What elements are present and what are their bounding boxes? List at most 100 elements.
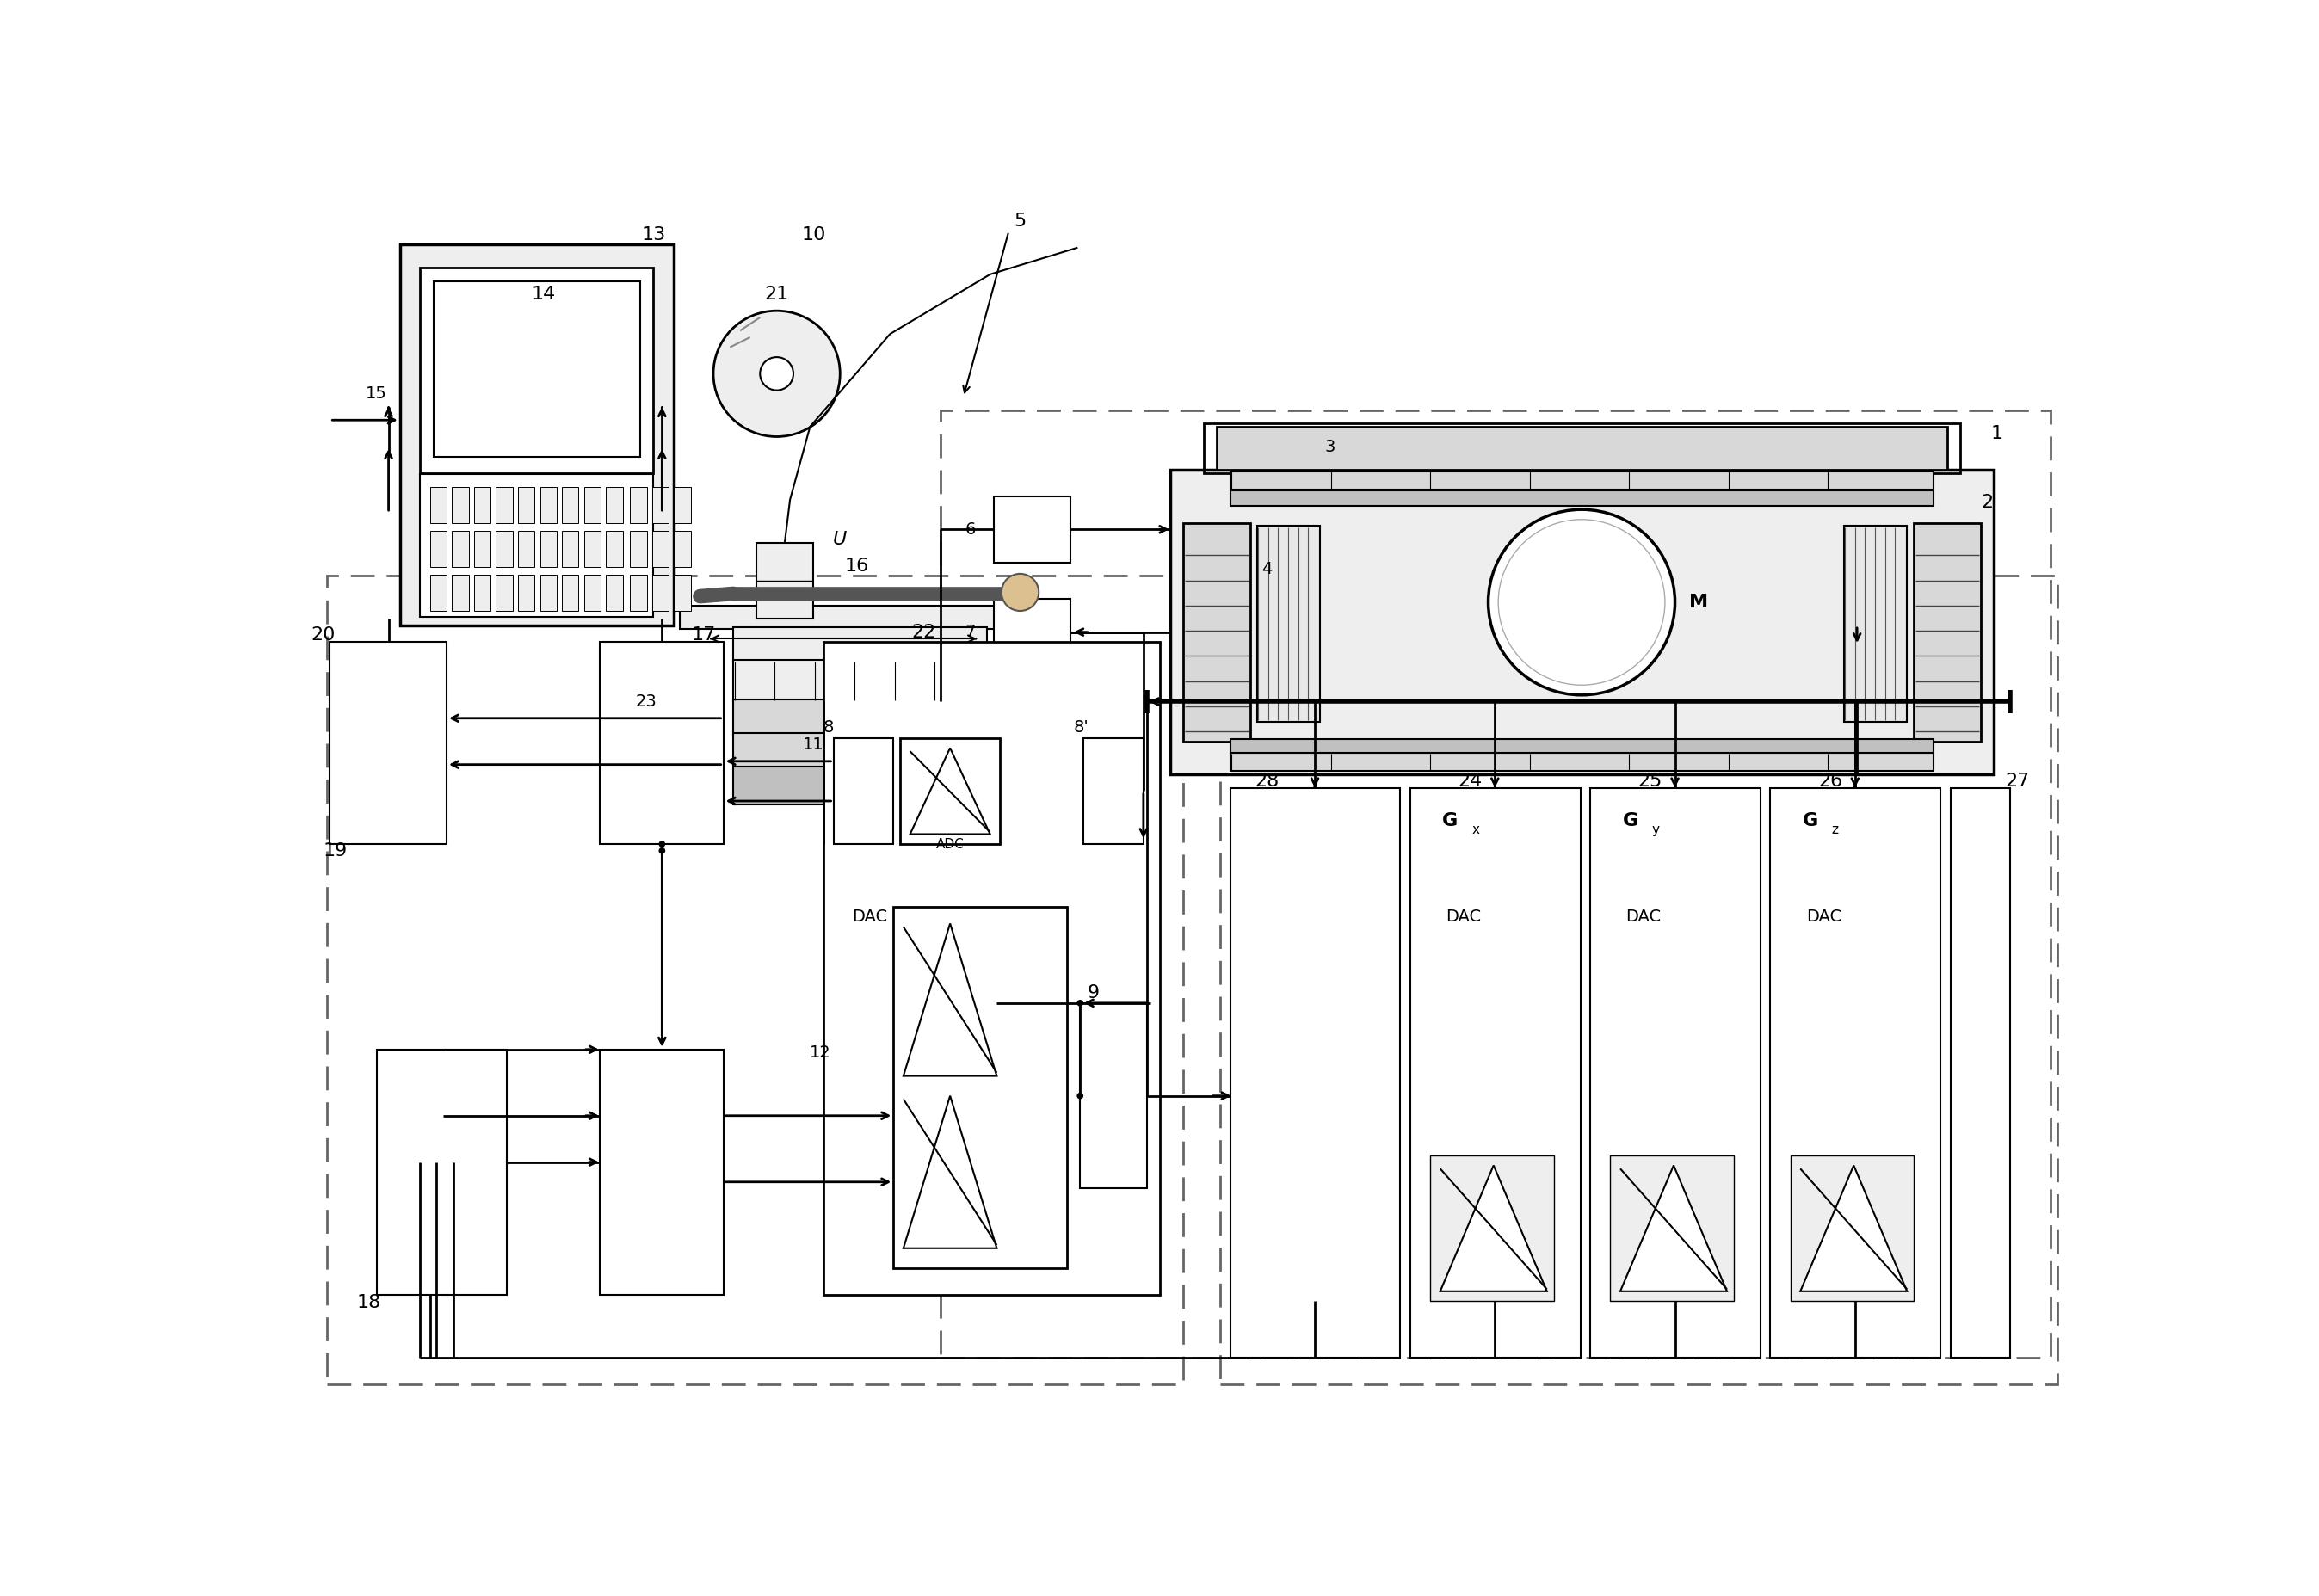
- Text: x: x: [1473, 824, 1480, 836]
- Bar: [584, 531, 601, 567]
- Text: DAC: DAC: [1626, 908, 1660, 926]
- Text: 26: 26: [1818, 772, 1844, 790]
- Text: 5: 5: [1013, 212, 1027, 230]
- Bar: [1609, 1156, 1735, 1301]
- Bar: [1844, 527, 1906, 721]
- Text: 15: 15: [366, 385, 387, 402]
- Bar: [376, 1050, 506, 1294]
- Polygon shape: [1440, 1165, 1547, 1291]
- Text: DAC: DAC: [1807, 908, 1841, 926]
- Bar: [1410, 788, 1579, 1358]
- Bar: [329, 642, 448, 844]
- Bar: [993, 496, 1069, 562]
- Circle shape: [659, 841, 666, 847]
- Bar: [675, 531, 691, 567]
- Bar: [733, 627, 988, 662]
- Text: U: U: [833, 531, 846, 547]
- Circle shape: [659, 847, 666, 854]
- Bar: [652, 487, 668, 523]
- Bar: [605, 575, 621, 611]
- Bar: [733, 766, 988, 804]
- Circle shape: [1002, 575, 1039, 611]
- Text: 20: 20: [311, 627, 336, 645]
- Bar: [452, 487, 468, 523]
- Text: G: G: [1802, 812, 1818, 830]
- Bar: [496, 487, 512, 523]
- Bar: [584, 575, 601, 611]
- Text: 3: 3: [1324, 439, 1336, 455]
- Bar: [473, 531, 492, 567]
- Bar: [631, 575, 647, 611]
- Text: M: M: [1688, 594, 1707, 611]
- Polygon shape: [1800, 1165, 1906, 1291]
- Text: 1: 1: [1992, 425, 2004, 442]
- Bar: [1229, 471, 1934, 490]
- Text: DAC: DAC: [1445, 908, 1482, 926]
- Bar: [434, 281, 640, 456]
- Bar: [1183, 523, 1250, 742]
- Bar: [540, 487, 557, 523]
- Text: 9: 9: [1088, 985, 1099, 1002]
- Bar: [993, 598, 1069, 666]
- Bar: [900, 737, 999, 844]
- Bar: [584, 487, 601, 523]
- Text: 2: 2: [1980, 495, 1992, 511]
- Bar: [605, 487, 621, 523]
- Bar: [429, 531, 448, 567]
- Text: 28: 28: [1255, 772, 1280, 790]
- Bar: [420, 268, 654, 472]
- Text: ADC: ADC: [937, 838, 965, 851]
- Circle shape: [1076, 1093, 1083, 1100]
- Bar: [893, 907, 1067, 1269]
- Bar: [452, 531, 468, 567]
- Bar: [1431, 1156, 1554, 1301]
- Text: 23: 23: [635, 694, 656, 710]
- Bar: [540, 575, 557, 611]
- Bar: [399, 244, 673, 626]
- Text: 6: 6: [965, 522, 976, 538]
- Bar: [733, 733, 988, 768]
- Bar: [1229, 753, 1934, 771]
- Bar: [1171, 469, 1994, 774]
- Bar: [601, 642, 724, 844]
- Text: 22: 22: [911, 624, 935, 640]
- Bar: [756, 543, 814, 619]
- Bar: [429, 487, 448, 523]
- Bar: [1950, 788, 2011, 1358]
- Text: 10: 10: [800, 227, 826, 243]
- Text: 18: 18: [357, 1294, 380, 1312]
- Bar: [1790, 1156, 1913, 1301]
- Bar: [517, 575, 536, 611]
- Polygon shape: [1621, 1165, 1728, 1291]
- Bar: [823, 642, 1160, 1294]
- Circle shape: [1498, 519, 1665, 685]
- Bar: [517, 531, 536, 567]
- Bar: [452, 575, 468, 611]
- Bar: [1913, 523, 1980, 742]
- Bar: [601, 1050, 724, 1294]
- Bar: [679, 605, 1041, 629]
- Text: 4: 4: [1262, 560, 1273, 578]
- Bar: [496, 575, 512, 611]
- Bar: [733, 699, 988, 734]
- Bar: [429, 575, 448, 611]
- Text: y: y: [1651, 824, 1660, 836]
- Text: 19: 19: [322, 843, 348, 859]
- Polygon shape: [904, 1096, 997, 1248]
- Bar: [1220, 576, 2057, 1384]
- Circle shape: [761, 358, 793, 391]
- Bar: [652, 575, 668, 611]
- Bar: [631, 531, 647, 567]
- Text: 21: 21: [765, 286, 788, 303]
- Bar: [675, 575, 691, 611]
- Text: 25: 25: [1637, 772, 1663, 790]
- Bar: [517, 487, 536, 523]
- Bar: [473, 575, 492, 611]
- Bar: [561, 575, 580, 611]
- Bar: [939, 410, 2050, 1358]
- Bar: [496, 531, 512, 567]
- Polygon shape: [909, 749, 990, 835]
- Text: 16: 16: [844, 557, 870, 575]
- Text: 24: 24: [1459, 772, 1482, 790]
- Bar: [327, 576, 1183, 1384]
